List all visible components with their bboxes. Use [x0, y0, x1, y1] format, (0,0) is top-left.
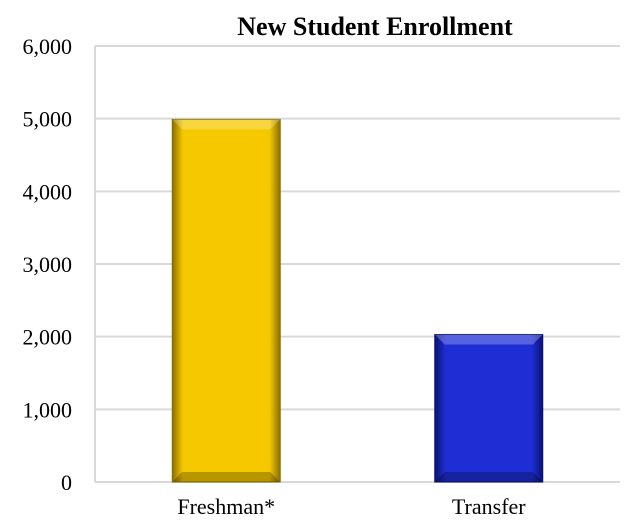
- y-tick-label: 6,000: [23, 34, 73, 59]
- category-label: Transfer: [452, 494, 526, 519]
- y-tick-label: 1,000: [23, 397, 73, 422]
- bar-transfer: [434, 333, 544, 483]
- y-tick-label: 4,000: [23, 179, 73, 204]
- category-label: Freshman*: [177, 494, 275, 519]
- bars: [171, 118, 544, 483]
- chart-title: New Student Enrollment: [237, 12, 513, 41]
- bar-freshman: [171, 118, 281, 483]
- bar-bevel-bottom: [172, 472, 281, 482]
- bar-bevel-top: [172, 119, 281, 130]
- category-labels: Freshman* Transfer: [177, 494, 526, 519]
- y-tick-label: 0: [61, 470, 72, 495]
- bar-bevel-top: [434, 334, 543, 345]
- y-tick-label: 2,000: [23, 325, 73, 350]
- y-tick-label: 5,000: [23, 107, 73, 132]
- bar-bevel-bottom: [434, 472, 543, 482]
- y-tick-label: 3,000: [23, 252, 73, 277]
